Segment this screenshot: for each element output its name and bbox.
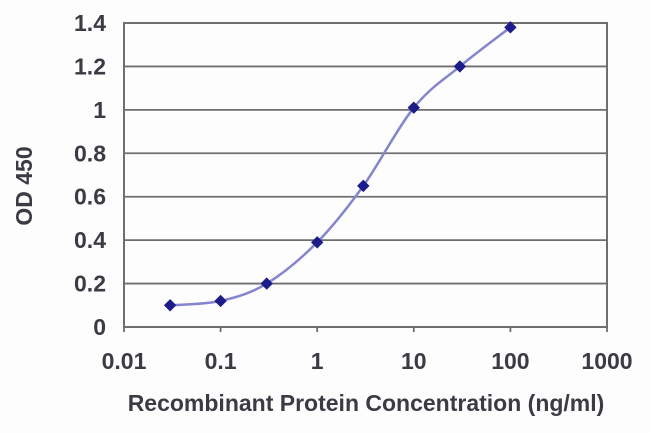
data-point-1 — [310, 236, 324, 249]
data-point-0.03 — [163, 299, 177, 312]
y-tick-label-1: 1 — [93, 97, 106, 123]
x-tick-label-0.1: 0.1 — [205, 348, 237, 374]
data-point-10 — [407, 101, 421, 114]
y-tick-label-1.4: 1.4 — [74, 10, 106, 36]
gridlines — [124, 22, 607, 285]
data-series — [163, 21, 517, 312]
data-point-100 — [504, 21, 517, 34]
data-point-3 — [357, 179, 370, 193]
y-tick-label-0: 0 — [93, 314, 106, 340]
x-axis-tick-labels: 0.01 0.1 1 10 100 1000 — [102, 348, 633, 374]
x-axis-tick-marks — [123, 327, 608, 332]
y-tick-label-0.8: 0.8 — [74, 140, 106, 166]
y-tick-label-1.2: 1.2 — [74, 53, 106, 79]
x-tick-label-100: 100 — [491, 348, 529, 374]
x-tick-label-0.01: 0.01 — [102, 348, 147, 374]
y-axis-tick-labels: 0 0.2 0.4 0.6 0.8 1 1.2 1.4 — [74, 10, 106, 340]
x-tick-label-1: 1 — [311, 348, 324, 374]
plot-border — [123, 22, 608, 328]
y-tick-label-0.6: 0.6 — [74, 184, 106, 210]
data-point-0.3 — [260, 277, 273, 290]
y-axis-title: OD 450 — [11, 146, 37, 225]
data-point-0.1 — [214, 294, 227, 308]
plot-frame — [123, 22, 608, 328]
y-tick-label-0.4: 0.4 — [74, 227, 106, 253]
x-tick-label-1000: 1000 — [581, 348, 632, 374]
y-tick-label-0.2: 0.2 — [74, 271, 106, 297]
data-point-30 — [453, 60, 467, 73]
x-tick-label-10: 10 — [401, 348, 427, 374]
data-line — [168, 26, 512, 307]
x-axis-title: Recombinant Protein Concentration (ng/ml… — [128, 390, 605, 416]
